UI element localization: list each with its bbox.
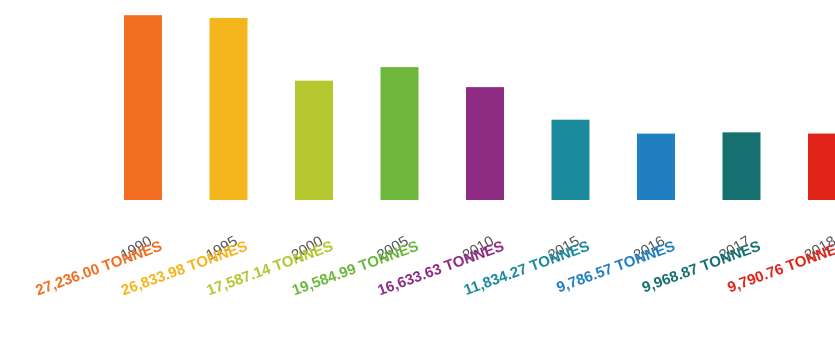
bar-2016 <box>637 133 675 200</box>
bar-1990 <box>124 15 162 201</box>
bar-2018 <box>808 133 835 200</box>
bar-2017 <box>722 132 761 200</box>
bars-group <box>124 15 835 201</box>
bar-2010 <box>466 87 504 200</box>
bar-2000 <box>295 80 333 200</box>
bar-2015 <box>551 119 590 200</box>
bar-1995 <box>209 17 248 201</box>
bar-2005 <box>380 67 419 200</box>
